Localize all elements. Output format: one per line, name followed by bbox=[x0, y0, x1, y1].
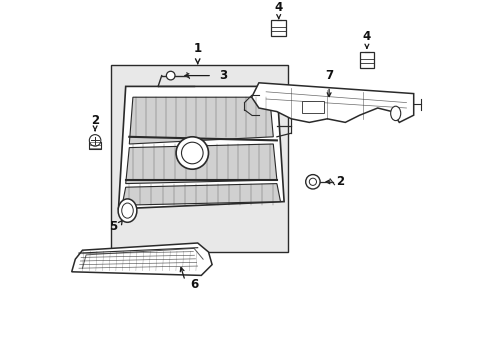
Polygon shape bbox=[251, 83, 413, 122]
Text: 7: 7 bbox=[325, 69, 332, 82]
Circle shape bbox=[176, 137, 208, 169]
Circle shape bbox=[89, 135, 101, 146]
Polygon shape bbox=[122, 184, 280, 205]
Bar bbox=[302, 101, 323, 113]
Text: 2: 2 bbox=[91, 114, 99, 127]
Polygon shape bbox=[125, 144, 276, 184]
Bar bbox=[271, 20, 285, 36]
Text: 4: 4 bbox=[274, 1, 282, 14]
Text: 3: 3 bbox=[219, 69, 226, 82]
Text: 5: 5 bbox=[109, 220, 117, 233]
Text: 2: 2 bbox=[335, 175, 343, 188]
Polygon shape bbox=[129, 97, 273, 144]
Circle shape bbox=[166, 71, 175, 80]
Text: 6: 6 bbox=[190, 278, 199, 291]
Text: 1: 1 bbox=[193, 42, 202, 55]
Circle shape bbox=[309, 178, 316, 185]
Bar bbox=[89, 142, 101, 149]
Bar bbox=[111, 65, 287, 252]
Polygon shape bbox=[72, 243, 212, 275]
Polygon shape bbox=[118, 86, 284, 209]
Ellipse shape bbox=[118, 199, 137, 222]
Ellipse shape bbox=[390, 106, 400, 121]
Circle shape bbox=[305, 175, 320, 189]
Bar bbox=[359, 52, 373, 68]
Text: 4: 4 bbox=[362, 30, 370, 42]
Circle shape bbox=[181, 142, 203, 164]
Ellipse shape bbox=[122, 203, 133, 218]
